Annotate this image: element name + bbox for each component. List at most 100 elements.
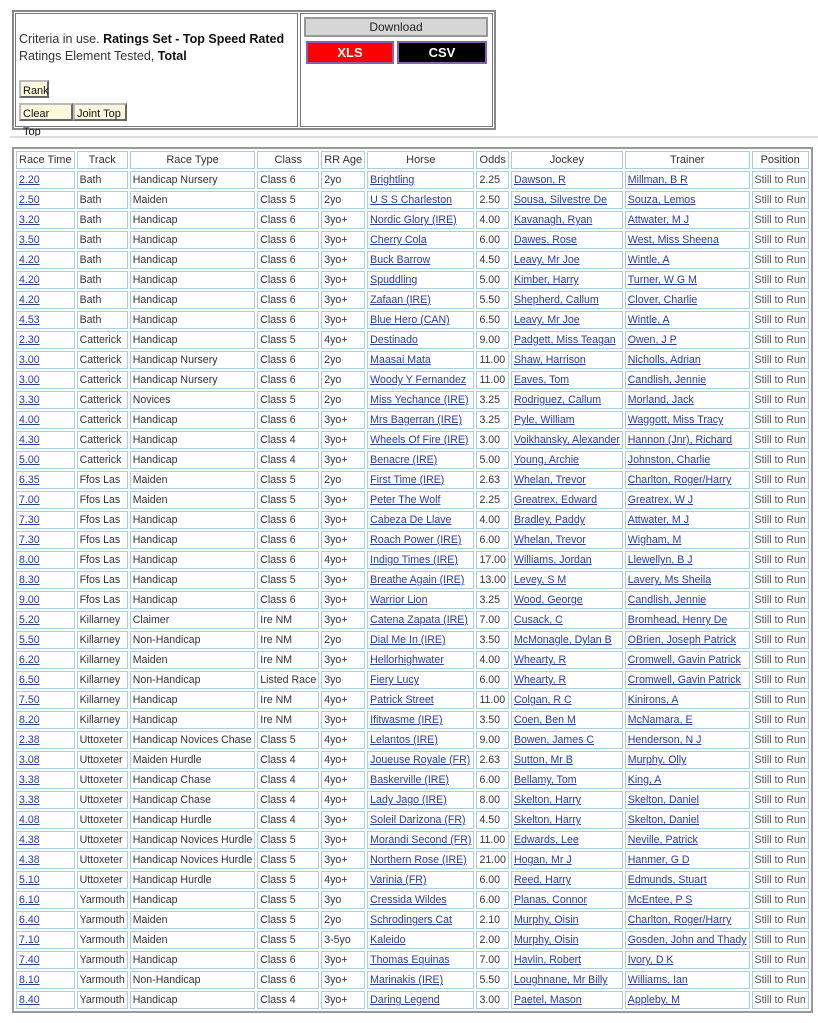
race-time-link[interactable]: 7.10 [19, 934, 40, 946]
jockey-link[interactable]: Leavy, Mr Joe [513, 314, 580, 326]
race-time-link[interactable]: 9.00 [19, 594, 40, 606]
jockey-link[interactable]: Dawes, Rose [513, 234, 577, 246]
jockey-link[interactable]: Loughnane, Mr Billy [513, 974, 608, 986]
horse-link[interactable]: Indigo Times (IRE) [370, 554, 458, 566]
race-time-link[interactable]: 7.50 [19, 694, 40, 706]
trainer-link[interactable]: Charlton, Roger/Harry [627, 474, 732, 486]
trainer-link[interactable]: Clover, Charlie [627, 294, 698, 306]
trainer-link[interactable]: West, Miss Sheena [627, 234, 719, 246]
race-time-link[interactable]: 4.20 [19, 294, 40, 306]
horse-link[interactable]: Cressida Wildes [370, 894, 447, 906]
horse-link[interactable]: Soleil Darizona (FR) [370, 814, 466, 826]
jockey-link[interactable]: Greatrex, Edward [513, 494, 597, 506]
race-time-link[interactable]: 3.20 [19, 214, 40, 226]
horse-link[interactable]: Mrs Bagerran (IRE) [370, 414, 462, 426]
trainer-link[interactable]: Murphy, Olly [627, 754, 687, 766]
jockey-link[interactable]: Reed, Harry [513, 874, 572, 886]
jockey-link[interactable]: Skelton, Harry [513, 814, 582, 826]
jockey-link[interactable]: Shepherd, Callum [513, 294, 599, 306]
race-time-link[interactable]: 3.00 [19, 374, 40, 386]
race-time-link[interactable]: 2.38 [19, 734, 40, 746]
horse-link[interactable]: Hellorhighwater [370, 654, 444, 666]
jockey-link[interactable]: Cusack, C [513, 614, 563, 626]
jockey-link[interactable]: Paetel, Mason [513, 994, 582, 1006]
jockey-link[interactable]: Kimber, Harry [513, 274, 579, 286]
race-time-link[interactable]: 8.40 [19, 994, 40, 1006]
race-time-link[interactable]: 4.20 [19, 254, 40, 266]
race-time-link[interactable]: 7.30 [19, 534, 40, 546]
race-time-link[interactable]: 4.08 [19, 814, 40, 826]
horse-link[interactable]: Daring Legend [370, 994, 440, 1006]
race-time-link[interactable]: 7.30 [19, 514, 40, 526]
trainer-link[interactable]: Owen, J P [627, 334, 677, 346]
race-time-link[interactable]: 6.10 [19, 894, 40, 906]
trainer-link[interactable]: Johnston, Charlie [627, 454, 711, 466]
horse-link[interactable]: Catena Zapata (IRE) [370, 614, 468, 626]
horse-link[interactable]: Thomas Equinas [370, 954, 450, 966]
trainer-link[interactable]: Bromhead, Henry De [627, 614, 728, 626]
horse-link[interactable]: Marinakis (IRE) [370, 974, 444, 986]
race-time-link[interactable]: 5.10 [19, 874, 40, 886]
jockey-link[interactable]: Leavy, Mr Joe [513, 254, 580, 266]
race-time-link[interactable]: 7.40 [19, 954, 40, 966]
jockey-link[interactable]: Bradley, Paddy [513, 514, 586, 526]
race-time-link[interactable]: 4.38 [19, 834, 40, 846]
race-time-link[interactable]: 3.00 [19, 354, 40, 366]
trainer-link[interactable]: Attwater, M J [627, 214, 689, 226]
horse-link[interactable]: Varinia (FR) [370, 874, 427, 886]
horse-link[interactable]: Zafaan (IRE) [370, 294, 431, 306]
horse-link[interactable]: Spuddling [370, 274, 418, 286]
horse-link[interactable]: Maasai Mata [370, 354, 431, 366]
trainer-link[interactable]: Millman, B R [627, 174, 688, 186]
trainer-link[interactable]: Neville, Patrick [627, 834, 698, 846]
trainer-link[interactable]: Charlton, Roger/Harry [627, 914, 732, 926]
horse-link[interactable]: Kaleido [370, 934, 406, 946]
trainer-link[interactable]: OBrien, Joseph Patrick [627, 634, 737, 646]
jockey-link[interactable]: Whearty, R [513, 654, 567, 666]
race-time-link[interactable]: 5.00 [19, 454, 40, 466]
jockey-link[interactable]: Murphy, Oisin [513, 934, 579, 946]
jockey-link[interactable]: Young, Archie [513, 454, 579, 466]
race-time-link[interactable]: 8.30 [19, 574, 40, 586]
jockey-link[interactable]: Rodriguez, Callum [513, 394, 602, 406]
race-time-link[interactable]: 2.20 [19, 174, 40, 186]
race-time-link[interactable]: 7.00 [19, 494, 40, 506]
jockey-link[interactable]: Levey, S M [513, 574, 567, 586]
trainer-link[interactable]: King, A [627, 774, 662, 786]
race-time-link[interactable]: 3.38 [19, 794, 40, 806]
jockey-link[interactable]: Sutton, Mr B [513, 754, 573, 766]
trainer-link[interactable]: Skelton, Daniel [627, 814, 700, 826]
horse-link[interactable]: Buck Barrow [370, 254, 431, 266]
trainer-link[interactable]: Appleby, M [627, 994, 680, 1006]
race-time-link[interactable]: 4.20 [19, 274, 40, 286]
jockey-link[interactable]: Hogan, Mr J [513, 854, 572, 866]
jockey-link[interactable]: Coen, Ben M [513, 714, 576, 726]
horse-link[interactable]: Warrior Lion [370, 594, 428, 606]
race-time-link[interactable]: 3.38 [19, 774, 40, 786]
jockey-link[interactable]: Williams, Jordan [513, 554, 592, 566]
horse-link[interactable]: Blue Hero (CAN) [370, 314, 450, 326]
xls-download-button[interactable]: XLS [306, 41, 394, 64]
race-time-link[interactable]: 6.40 [19, 914, 40, 926]
race-time-link[interactable]: 6.50 [19, 674, 40, 686]
trainer-link[interactable]: Candlish, Jennie [627, 374, 707, 386]
jockey-link[interactable]: Eaves, Tom [513, 374, 570, 386]
jockey-link[interactable]: Whelan, Trevor [513, 474, 586, 486]
jockey-link[interactable]: Dawson, R [513, 174, 566, 186]
jockey-link[interactable]: Wood, George [513, 594, 583, 606]
horse-link[interactable]: Woody Y Fernandez [370, 374, 467, 386]
race-time-link[interactable]: 8.10 [19, 974, 40, 986]
race-time-link[interactable]: 8.00 [19, 554, 40, 566]
trainer-link[interactable]: Skelton, Daniel [627, 794, 700, 806]
horse-link[interactable]: Lelantos (IRE) [370, 734, 438, 746]
horse-link[interactable]: U S S Charleston [370, 194, 452, 206]
jockey-link[interactable]: Murphy, Oisin [513, 914, 579, 926]
jockey-link[interactable]: Bellamy, Tom [513, 774, 577, 786]
race-time-link[interactable]: 2.50 [19, 194, 40, 206]
jockey-link[interactable]: Whelan, Trevor [513, 534, 586, 546]
horse-link[interactable]: Peter The Wolf [370, 494, 441, 506]
trainer-link[interactable]: Cromwell, Gavin Patrick [627, 674, 741, 686]
trainer-link[interactable]: Wigham, M [627, 534, 682, 546]
horse-link[interactable]: Miss Yechance (IRE) [370, 394, 469, 406]
race-time-link[interactable]: 4.00 [19, 414, 40, 426]
